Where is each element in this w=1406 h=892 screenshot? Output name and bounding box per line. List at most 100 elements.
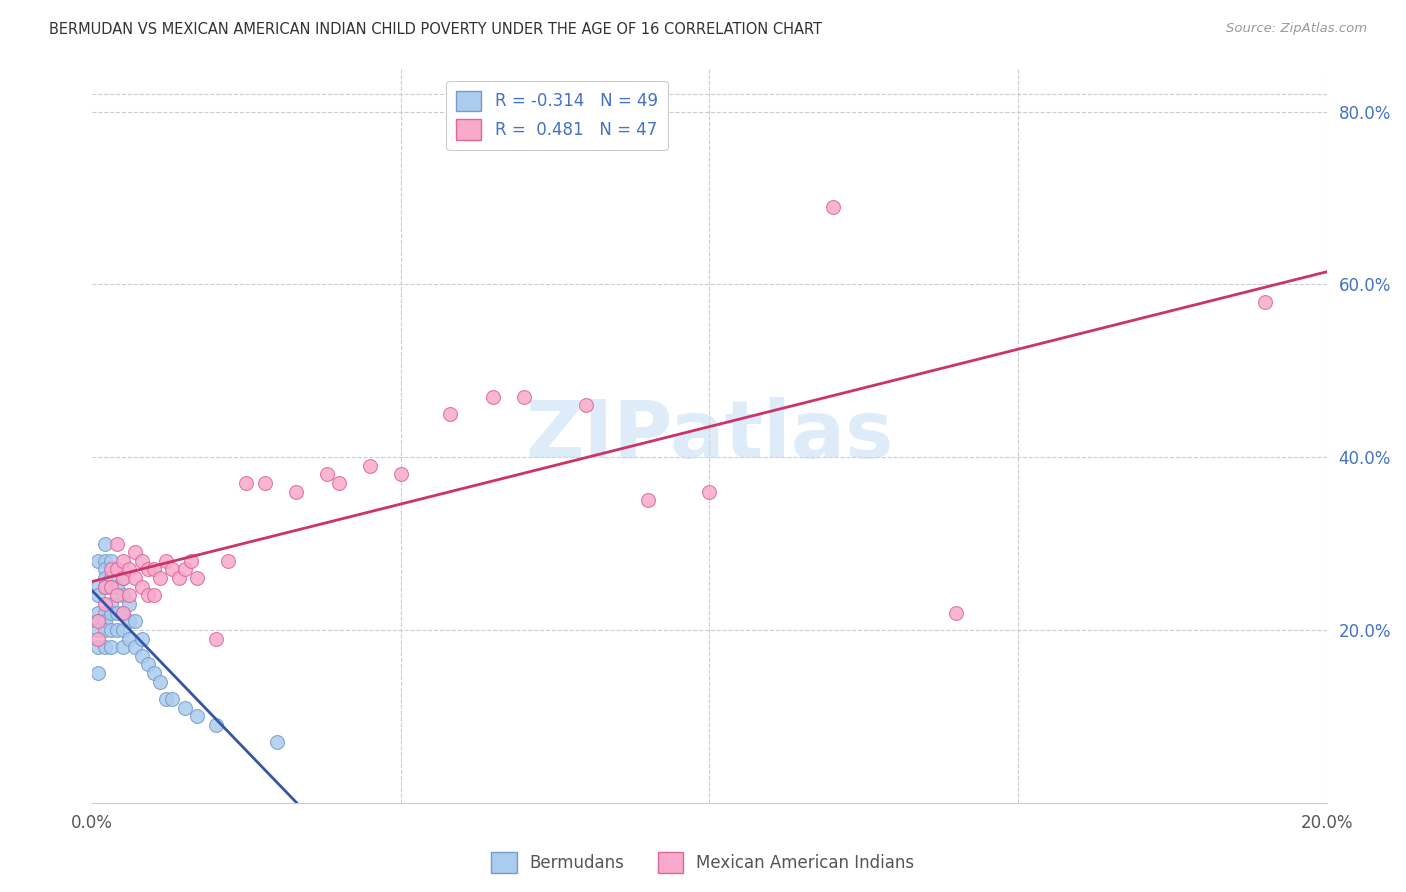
Point bbox=[136, 588, 159, 602]
Point bbox=[118, 562, 141, 576]
Point bbox=[105, 623, 128, 637]
Point bbox=[87, 614, 110, 628]
Point bbox=[112, 571, 135, 585]
Point bbox=[93, 580, 115, 594]
Point bbox=[217, 554, 239, 568]
Point bbox=[93, 562, 115, 576]
Point bbox=[142, 588, 165, 602]
Point bbox=[87, 588, 110, 602]
Point bbox=[131, 632, 153, 646]
Point bbox=[149, 674, 172, 689]
Point bbox=[93, 614, 115, 628]
Point bbox=[155, 692, 177, 706]
Point bbox=[266, 735, 288, 749]
Point bbox=[87, 623, 110, 637]
Point bbox=[253, 476, 276, 491]
Point bbox=[235, 476, 257, 491]
Point bbox=[87, 554, 110, 568]
Point bbox=[87, 632, 110, 646]
Point bbox=[100, 580, 122, 594]
Point bbox=[142, 666, 165, 681]
Point bbox=[100, 597, 122, 611]
Point bbox=[124, 614, 146, 628]
Point bbox=[162, 692, 184, 706]
Point bbox=[118, 597, 141, 611]
Point bbox=[945, 606, 967, 620]
Point bbox=[173, 562, 195, 576]
Text: ZIPatlas: ZIPatlas bbox=[526, 397, 894, 475]
Point bbox=[105, 562, 128, 576]
Point bbox=[439, 407, 461, 421]
Point bbox=[112, 571, 135, 585]
Point bbox=[136, 562, 159, 576]
Point bbox=[93, 606, 115, 620]
Point bbox=[180, 554, 202, 568]
Point bbox=[637, 493, 659, 508]
Point bbox=[131, 580, 153, 594]
Point bbox=[93, 554, 115, 568]
Point bbox=[87, 606, 110, 620]
Point bbox=[105, 580, 128, 594]
Point bbox=[112, 623, 135, 637]
Point bbox=[315, 467, 337, 482]
Point bbox=[100, 580, 122, 594]
Point bbox=[359, 458, 381, 473]
Point bbox=[124, 545, 146, 559]
Point bbox=[112, 606, 135, 620]
Point bbox=[699, 484, 721, 499]
Point bbox=[112, 588, 135, 602]
Point bbox=[328, 476, 350, 491]
Point bbox=[131, 554, 153, 568]
Point bbox=[100, 562, 122, 576]
Point bbox=[100, 554, 122, 568]
Point bbox=[118, 632, 141, 646]
Point bbox=[87, 614, 110, 628]
Point bbox=[162, 562, 184, 576]
Point bbox=[87, 640, 110, 654]
Point bbox=[112, 606, 135, 620]
Point bbox=[93, 623, 115, 637]
Point bbox=[100, 571, 122, 585]
Point bbox=[93, 571, 115, 585]
Legend: Bermudans, Mexican American Indians: Bermudans, Mexican American Indians bbox=[485, 846, 921, 880]
Point bbox=[93, 597, 115, 611]
Point bbox=[93, 536, 115, 550]
Point bbox=[100, 623, 122, 637]
Text: BERMUDAN VS MEXICAN AMERICAN INDIAN CHILD POVERTY UNDER THE AGE OF 16 CORRELATIO: BERMUDAN VS MEXICAN AMERICAN INDIAN CHIL… bbox=[49, 22, 823, 37]
Point bbox=[284, 484, 307, 499]
Point bbox=[482, 390, 505, 404]
Point bbox=[186, 709, 208, 723]
Point bbox=[87, 666, 110, 681]
Point bbox=[100, 640, 122, 654]
Point bbox=[105, 606, 128, 620]
Point bbox=[575, 398, 598, 412]
Point bbox=[821, 200, 844, 214]
Point bbox=[105, 562, 128, 576]
Point bbox=[149, 571, 172, 585]
Point bbox=[93, 640, 115, 654]
Point bbox=[124, 571, 146, 585]
Point bbox=[118, 588, 141, 602]
Point bbox=[87, 580, 110, 594]
Point bbox=[142, 562, 165, 576]
Point bbox=[204, 632, 226, 646]
Point bbox=[118, 614, 141, 628]
Point bbox=[105, 588, 128, 602]
Point bbox=[105, 536, 128, 550]
Point bbox=[173, 700, 195, 714]
Point bbox=[155, 554, 177, 568]
Point bbox=[167, 571, 190, 585]
Point bbox=[389, 467, 412, 482]
Point bbox=[1254, 294, 1277, 309]
Point bbox=[513, 390, 536, 404]
Point bbox=[100, 606, 122, 620]
Point bbox=[124, 640, 146, 654]
Point bbox=[186, 571, 208, 585]
Point bbox=[131, 648, 153, 663]
Point bbox=[93, 580, 115, 594]
Text: Source: ZipAtlas.com: Source: ZipAtlas.com bbox=[1226, 22, 1367, 36]
Point bbox=[204, 718, 226, 732]
Point bbox=[136, 657, 159, 672]
Point bbox=[112, 554, 135, 568]
Point bbox=[112, 640, 135, 654]
